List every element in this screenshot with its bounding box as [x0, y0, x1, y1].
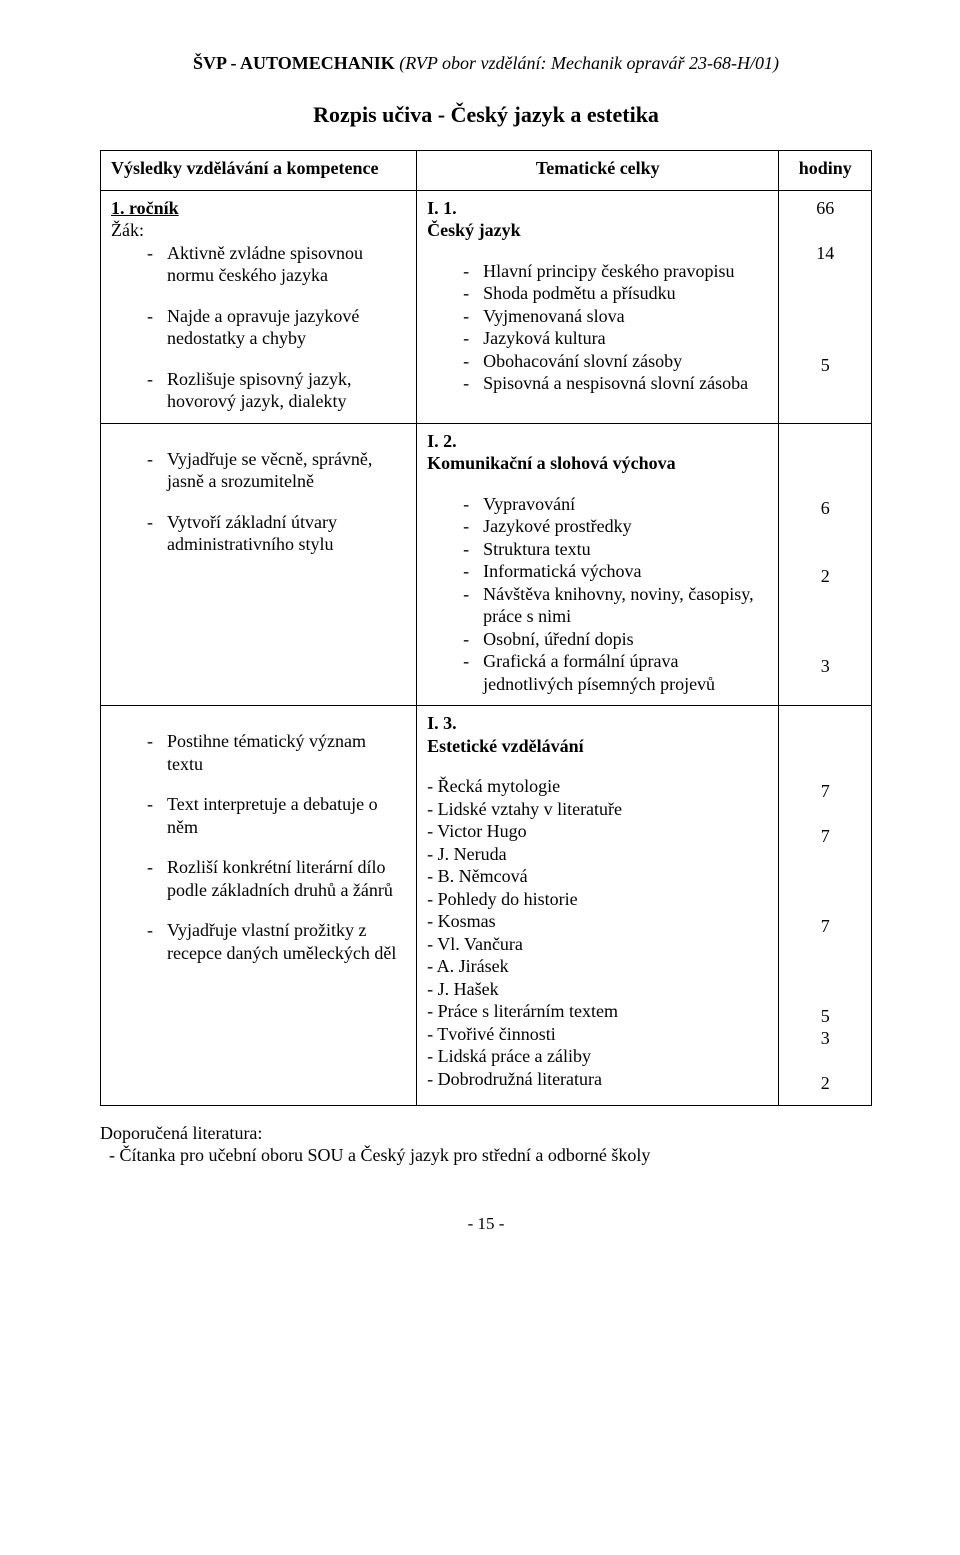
- recommended-literature: Doporučená literatura: - Čítanka pro uče…: [100, 1122, 872, 1167]
- list-item: Vyjadřuje se věcně, správně, jasně a sro…: [147, 448, 406, 493]
- plain-line: - Kosmas: [427, 910, 768, 933]
- competence-list: Vyjadřuje se věcně, správně, jasně a sro…: [111, 448, 406, 556]
- topic-list: Vypravování Jazykové prostředky Struktur…: [427, 493, 768, 696]
- list-item: Grafická a formální úprava jednotlivých …: [463, 650, 768, 695]
- header-bold: ŠVP - AUTOMECHANIK: [193, 53, 399, 73]
- plain-line: - Dobrodružná literatura: [427, 1068, 768, 1091]
- list-item: Návštěva knihovny, noviny, časopisy, prá…: [463, 583, 768, 628]
- hours-block: 6 2 3: [789, 430, 861, 678]
- cell-left: 1. ročník Žák: Aktivně zvládne spisovnou…: [101, 190, 417, 423]
- header-italic: (RVP obor vzdělání: Mechanik opravář 23-…: [399, 53, 779, 73]
- section-num: I. 2.: [427, 430, 768, 453]
- list-item: Obohacování slovní zásoby: [463, 350, 768, 373]
- list-item: Vytvoří základní útvary administrativníh…: [147, 511, 406, 556]
- plain-line: - A. Jirásek: [427, 955, 768, 978]
- list-item: Hlavní principy českého pravopisu: [463, 260, 768, 283]
- cell-mid: I. 2. Komunikační a slohová výchova Vypr…: [417, 423, 779, 706]
- plain-line: - Řecká mytologie: [427, 775, 768, 798]
- plain-line: - B. Němcová: [427, 865, 768, 888]
- list-item: Shoda podmětu a přísudku: [463, 282, 768, 305]
- hours-value: 5: [789, 354, 861, 377]
- header-left: Výsledky vzdělávání a kompetence: [101, 151, 417, 191]
- cell-right: 6 2 3: [779, 423, 872, 706]
- list-item: Spisovná a nespisovná slovní zásoba: [463, 372, 768, 395]
- plain-line: - Pohledy do historie: [427, 888, 768, 911]
- topic-list: Hlavní principy českého pravopisu Shoda …: [427, 260, 768, 395]
- hours-value: 14: [789, 242, 861, 265]
- section-text: Komunikační a slohová výchova: [427, 452, 768, 475]
- plain-line: - Lidská práce a záliby: [427, 1045, 768, 1068]
- table-row: 1. ročník Žák: Aktivně zvládne spisovnou…: [101, 190, 872, 423]
- header-right: hodiny: [779, 151, 872, 191]
- hours-block: 66 14 5: [789, 197, 861, 377]
- list-item: Struktura textu: [463, 538, 768, 561]
- hours-value: 7: [789, 780, 861, 803]
- curriculum-table: Výsledky vzdělávání a kompetence Tematic…: [100, 150, 872, 1106]
- cell-mid: I. 1. Český jazyk Hlavní principy českéh…: [417, 190, 779, 423]
- competence-list: Postihne tématický význam textu Text int…: [111, 730, 406, 964]
- plain-line: - Vl. Vančura: [427, 933, 768, 956]
- hours-value: 66: [789, 197, 861, 220]
- list-item: Jazyková kultura: [463, 327, 768, 350]
- list-item: Vyjadřuje vlastní prožitky z recepce dan…: [147, 919, 406, 964]
- page-number: - 15 -: [100, 1213, 872, 1234]
- cell-mid: I. 3. Estetické vzdělávání - Řecká mytol…: [417, 706, 779, 1106]
- list-item: Rozliší konkrétní literární dílo podle z…: [147, 856, 406, 901]
- hours-value: 6: [789, 497, 861, 520]
- cell-right: 66 14 5: [779, 190, 872, 423]
- list-item: Vyjmenovaná slova: [463, 305, 768, 328]
- section-num: I. 3.: [427, 712, 768, 735]
- plain-line: - Tvořivé činnosti: [427, 1023, 768, 1046]
- cell-left: Postihne tématický význam textu Text int…: [101, 706, 417, 1106]
- list-item: Osobní, úřední dopis: [463, 628, 768, 651]
- grade-label: 1. ročník: [111, 197, 406, 220]
- lit-line: - Čítanka pro učební oboru SOU a Český j…: [100, 1144, 872, 1167]
- list-item: Vypravování: [463, 493, 768, 516]
- cell-right: 7 7 7 5 3 2: [779, 706, 872, 1106]
- page-title: Rozpis učiva - Český jazyk a estetika: [100, 101, 872, 129]
- table-row: Postihne tématický význam textu Text int…: [101, 706, 872, 1106]
- table-header-row: Výsledky vzdělávání a kompetence Tematic…: [101, 151, 872, 191]
- plain-line: - J. Hašek: [427, 978, 768, 1001]
- plain-line: - Práce s literárním textem: [427, 1000, 768, 1023]
- section-text: Estetické vzdělávání: [427, 735, 768, 758]
- section-text: Český jazyk: [427, 219, 768, 242]
- list-item: Najde a opravuje jazykové nedostatky a c…: [147, 305, 406, 350]
- lit-label: Doporučená literatura:: [100, 1122, 872, 1145]
- plain-line: - Victor Hugo: [427, 820, 768, 843]
- table-row: Vyjadřuje se věcně, správně, jasně a sro…: [101, 423, 872, 706]
- competence-list: Aktivně zvládne spisovnou normu českého …: [111, 242, 406, 413]
- hours-block: 7 7 7 5 3 2: [789, 712, 861, 1095]
- intro-text: Žák:: [111, 219, 406, 242]
- plain-line: - J. Neruda: [427, 843, 768, 866]
- header-mid: Tematické celky: [417, 151, 779, 191]
- list-item: Postihne tématický význam textu: [147, 730, 406, 775]
- list-item: Text interpretuje a debatuje o něm: [147, 793, 406, 838]
- hours-value: 3: [789, 655, 861, 678]
- hours-value: 7: [789, 825, 861, 848]
- section-num: I. 1.: [427, 197, 768, 220]
- cell-left: Vyjadřuje se věcně, správně, jasně a sro…: [101, 423, 417, 706]
- hours-value: 5: [789, 1005, 861, 1028]
- list-item: Jazykové prostředky: [463, 515, 768, 538]
- document-header: ŠVP - AUTOMECHANIK (RVP obor vzdělání: M…: [100, 52, 872, 75]
- list-item: Rozlišuje spisovný jazyk, hovorový jazyk…: [147, 368, 406, 413]
- hours-value: 2: [789, 565, 861, 588]
- list-item: Informatická výchova: [463, 560, 768, 583]
- list-item: Aktivně zvládne spisovnou normu českého …: [147, 242, 406, 287]
- hours-value: 7: [789, 915, 861, 938]
- plain-line: - Lidské vztahy v literatuře: [427, 798, 768, 821]
- hours-value: 2: [789, 1072, 861, 1095]
- hours-value: 3: [789, 1027, 861, 1050]
